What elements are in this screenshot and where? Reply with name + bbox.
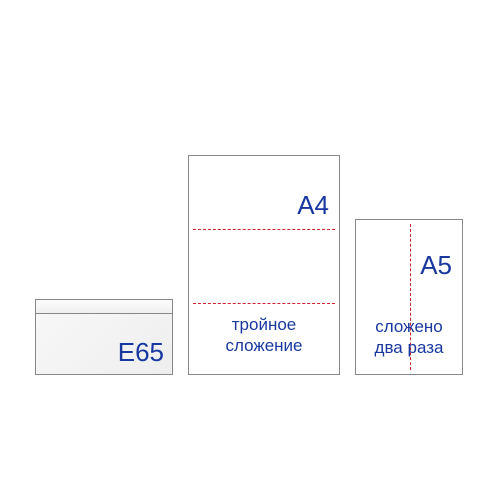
a4-label: A4 [297, 190, 329, 221]
a4-fold-line-1 [193, 229, 335, 230]
envelope-e65-label: E65 [118, 337, 164, 368]
a5-fold-text-line2: два раза [375, 338, 444, 357]
a4-fold-line-2 [193, 303, 335, 304]
envelope-flap [36, 300, 172, 314]
a4-fold-text: тройное сложение [189, 314, 339, 357]
sheet-a4: A4 тройное сложение [188, 155, 340, 375]
a4-fold-text-line2: сложение [225, 336, 302, 355]
sheet-a5: A5 сложено два раза [355, 219, 463, 375]
a5-fold-text: сложено два раза [356, 316, 462, 359]
diagram-container: E65 A4 тройное сложение A5 сложено два р… [35, 125, 465, 375]
envelope-e65: E65 [35, 299, 173, 375]
a4-fold-text-line1: тройное [232, 315, 297, 334]
a5-fold-text-line1: сложено [375, 317, 443, 336]
a5-label: A5 [420, 250, 452, 281]
